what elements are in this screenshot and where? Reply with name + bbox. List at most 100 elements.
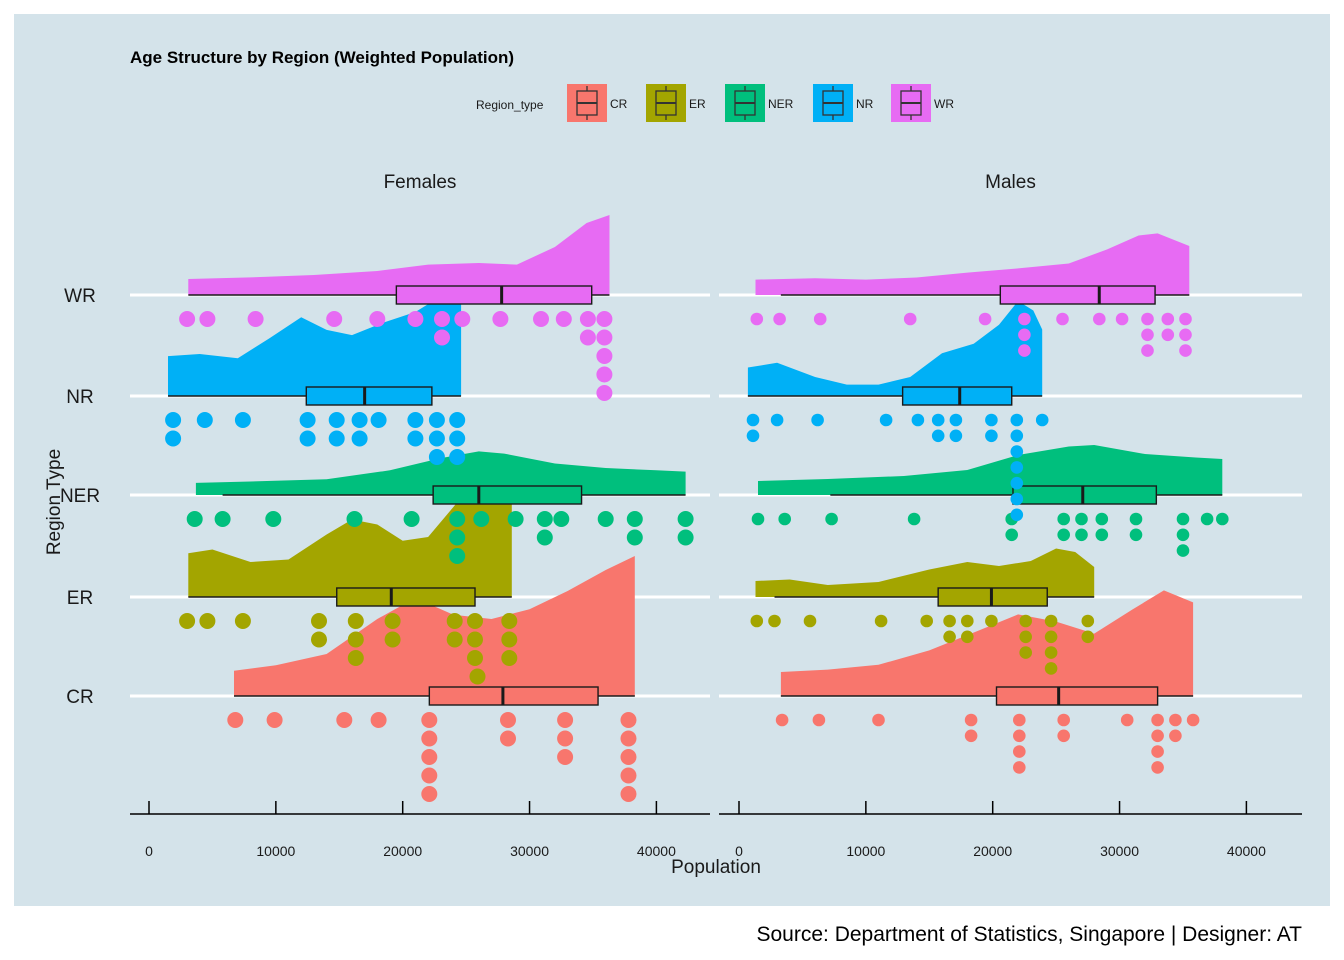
data-point-nr <box>449 430 466 447</box>
data-point-wr <box>369 311 386 327</box>
density-ridge-er <box>755 548 1095 597</box>
group-ner <box>751 445 1229 557</box>
data-point-er <box>985 614 998 628</box>
data-point-ner <box>449 511 466 527</box>
data-point-er <box>920 614 933 628</box>
data-point-ner <box>597 511 614 527</box>
x-tick-label: 40000 <box>1227 843 1266 859</box>
data-point-wr <box>1179 312 1192 326</box>
data-point-ner <box>1216 512 1229 526</box>
data-point-er <box>803 614 817 628</box>
data-point-cr <box>421 730 438 747</box>
data-point-wr <box>533 311 549 327</box>
data-point-wr <box>773 312 786 326</box>
data-point-wr <box>555 311 572 327</box>
data-point-cr <box>421 767 438 784</box>
data-point-cr <box>227 712 244 728</box>
data-point-ner <box>346 511 363 527</box>
data-point-nr <box>931 413 945 427</box>
data-point-nr <box>299 412 316 428</box>
data-point-nr <box>1010 461 1024 474</box>
data-point-nr <box>911 413 925 427</box>
data-point-nr <box>1010 476 1024 490</box>
data-point-nr <box>449 412 466 428</box>
data-point-nr <box>165 412 182 428</box>
data-point-cr <box>812 713 826 727</box>
data-point-cr <box>964 729 978 743</box>
data-point-wr <box>1056 312 1069 326</box>
data-point-wr <box>1018 328 1031 342</box>
legend-label-cr: CR <box>610 97 628 111</box>
data-point-cr <box>1186 713 1200 727</box>
data-point-ner <box>825 512 838 526</box>
data-point-wr <box>199 311 216 327</box>
data-point-nr <box>196 412 213 428</box>
data-point-er <box>467 613 483 629</box>
data-point-er <box>384 613 401 629</box>
data-point-er <box>1081 614 1095 628</box>
data-point-ner <box>626 511 643 527</box>
group-er <box>750 548 1095 675</box>
box-nr <box>901 386 1013 406</box>
density-ridge-ner <box>758 445 1223 495</box>
data-point-nr <box>351 412 368 428</box>
data-point-wr <box>434 311 450 327</box>
group-nr <box>165 291 466 465</box>
data-point-cr <box>1057 729 1070 743</box>
group-wr <box>179 215 613 401</box>
density-ridge-cr <box>780 590 1194 696</box>
data-point-er <box>961 614 974 628</box>
data-point-wr <box>813 312 827 326</box>
data-point-er <box>501 631 518 648</box>
data-point-wr <box>596 366 613 383</box>
data-point-er <box>1081 630 1095 644</box>
data-point-wr <box>1179 328 1192 342</box>
legend-label-er: ER <box>689 97 706 111</box>
data-point-cr <box>620 767 637 784</box>
data-point-wr <box>579 329 596 346</box>
group-ner <box>186 451 694 564</box>
data-point-wr <box>596 311 613 327</box>
data-point-nr <box>746 429 760 443</box>
data-point-er <box>467 631 483 648</box>
data-point-wr <box>1115 312 1129 326</box>
data-point-er <box>384 631 401 648</box>
data-point-cr <box>557 730 574 747</box>
data-point-cr <box>370 712 387 728</box>
data-point-wr <box>1179 344 1192 357</box>
data-point-cr <box>1013 729 1026 743</box>
data-point-nr <box>770 413 784 427</box>
data-point-ner <box>677 529 694 546</box>
box-er <box>336 587 476 607</box>
legend: Region_type CR ER NER NR WR <box>476 84 954 122</box>
data-point-wr <box>1161 328 1175 342</box>
data-point-ner <box>536 511 553 527</box>
density-ridge-er <box>188 472 512 597</box>
y-tick-label-wr: WR <box>64 286 96 307</box>
data-point-er <box>234 613 251 629</box>
density-ridge-nr <box>747 301 1043 396</box>
data-point-ner <box>507 511 524 527</box>
data-point-cr <box>557 749 574 765</box>
data-point-er <box>501 650 518 666</box>
data-point-nr <box>1010 429 1024 443</box>
data-point-ner <box>778 512 791 526</box>
box-nr <box>305 386 433 406</box>
y-tick-label-nr: NR <box>66 387 93 408</box>
density-ridge-cr <box>234 556 635 696</box>
x-tick-label: 30000 <box>510 843 549 859</box>
data-point-er <box>943 630 956 644</box>
data-point-ner <box>1057 512 1070 526</box>
data-point-cr <box>1120 713 1134 727</box>
data-point-wr <box>750 312 764 326</box>
data-point-ner <box>1176 528 1190 542</box>
caption: Source: Department of Statistics, Singap… <box>757 923 1303 946</box>
data-point-wr <box>596 348 613 364</box>
x-tick-label: 0 <box>735 843 743 859</box>
x-tick-label: 40000 <box>637 843 676 859</box>
data-point-ner <box>1075 528 1088 542</box>
data-point-nr <box>1010 492 1024 506</box>
data-point-nr <box>299 430 316 447</box>
data-point-nr <box>165 430 182 447</box>
